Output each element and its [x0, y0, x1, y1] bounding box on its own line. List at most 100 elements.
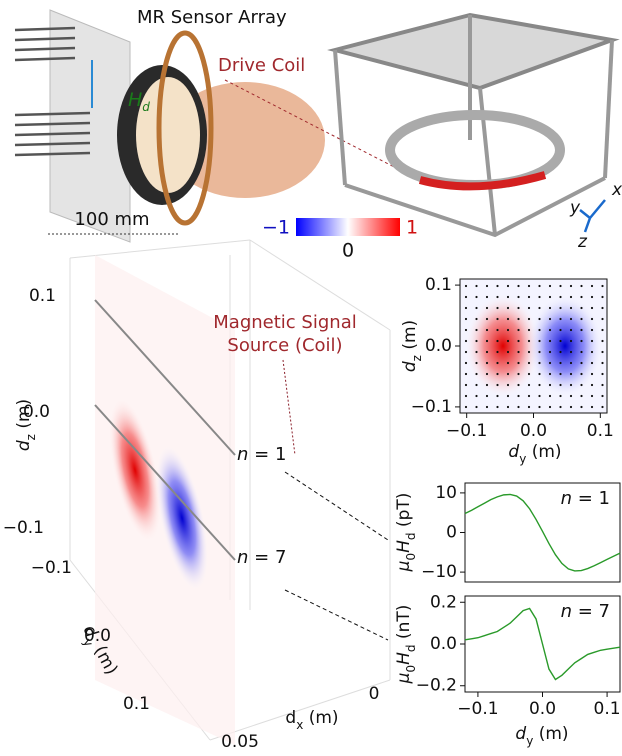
field-dot [549, 285, 551, 287]
field-dot [486, 307, 488, 309]
y-axis-label: dz (m) [400, 320, 424, 372]
y-tick-label: −10 [421, 562, 457, 582]
slice-label: n = 7 [237, 547, 286, 568]
field-dot [549, 351, 551, 353]
field-dot [601, 340, 603, 342]
field-dot [528, 395, 530, 397]
field-dot [580, 362, 582, 364]
x-tick-label: 0.05 [221, 732, 259, 752]
field-dot [570, 351, 572, 353]
field-dot [538, 307, 540, 309]
x-tick-label: 0.1 [587, 421, 614, 441]
field-dot [591, 362, 593, 364]
scale-bar-label: 100 mm [74, 209, 149, 230]
field-dot [538, 362, 540, 364]
field-dot [465, 329, 467, 331]
field-dot [580, 340, 582, 342]
field-dot [528, 406, 530, 408]
colorbar-tick-label: 1 [406, 217, 418, 239]
field-dot [507, 406, 509, 408]
field-dot [507, 373, 509, 375]
y-tick-label: 10 [435, 483, 457, 503]
field-dot [591, 296, 593, 298]
field-dot [486, 296, 488, 298]
field-dot [549, 384, 551, 386]
field-dot [517, 296, 519, 298]
coil-label: Drive Coil [218, 55, 305, 76]
field-dot [559, 296, 561, 298]
field-dot [591, 373, 593, 375]
field-dot [559, 318, 561, 320]
field-dot [601, 373, 603, 375]
colorbar [296, 218, 400, 236]
field-dot [559, 285, 561, 287]
volume-panel: Magnetic Signal Source (Coil) n = 1 n = … [14, 240, 390, 745]
field-dot [475, 362, 477, 364]
field-dot [486, 373, 488, 375]
field-dot [559, 384, 561, 386]
field-dot [496, 373, 498, 375]
y-tick-label: 0.2 [430, 592, 457, 612]
field-dot [549, 362, 551, 364]
axis-x-label: x [611, 180, 622, 200]
field-dot [570, 362, 572, 364]
field-dot [507, 362, 509, 364]
field-dot [591, 395, 593, 397]
field-dot [486, 384, 488, 386]
field-dot [507, 384, 509, 386]
y-tick-label: −0.2 [416, 676, 457, 696]
field-dot [559, 351, 561, 353]
field-dot [496, 285, 498, 287]
field-dot [591, 340, 593, 342]
field-dot [601, 395, 603, 397]
field-dot [570, 329, 572, 331]
field-dot [517, 340, 519, 342]
x-tick-label: 0.1 [594, 699, 621, 719]
field-dot [486, 318, 488, 320]
field-dot [475, 296, 477, 298]
field-dot [496, 296, 498, 298]
field-dot [549, 395, 551, 397]
line-panel: n = 7 μ0Hd (nT) dy (m) [394, 596, 620, 748]
field-dot [549, 307, 551, 309]
annotation: Source (Coil) [227, 335, 342, 356]
field-dot [486, 395, 488, 397]
field-dot [538, 373, 540, 375]
field-dot [507, 296, 509, 298]
field-dot [601, 406, 603, 408]
y-tick-label: 0 [446, 523, 457, 543]
field-dot [465, 285, 467, 287]
field-dot [591, 307, 593, 309]
field-dot [591, 329, 593, 331]
field-dot [475, 329, 477, 331]
field-dot [549, 318, 551, 320]
x-axis-label: dx (m) [285, 708, 338, 732]
y-tick-label: 0.1 [123, 694, 150, 714]
y-tick-label: 0.1 [425, 275, 452, 295]
slice-label: n = 1 [237, 444, 286, 465]
field-dot [517, 362, 519, 364]
field-dot [570, 395, 572, 397]
annotation: Magnetic Signal [213, 312, 356, 333]
field-dot [538, 296, 540, 298]
figure: MR Sensor Array Hd Drive Coil 100 mm x y… [0, 0, 622, 756]
field-dot [496, 362, 498, 364]
field-dot [507, 340, 509, 342]
field-dot [559, 373, 561, 375]
y-tick-label: 0.0 [425, 336, 452, 356]
field-dot [570, 384, 572, 386]
y-tick-label: 0.0 [430, 634, 457, 654]
field-dot [559, 406, 561, 408]
field-dot [528, 285, 530, 287]
field-dot [570, 285, 572, 287]
inset-label: n = 1 [561, 488, 610, 509]
field-dot [570, 307, 572, 309]
field-dot [507, 351, 509, 353]
field-dot [601, 351, 603, 353]
field-dot [601, 307, 603, 309]
field-dot [570, 296, 572, 298]
field-dot [517, 318, 519, 320]
inset-label: n = 7 [561, 601, 610, 622]
field-dot [528, 296, 530, 298]
field-dot [507, 285, 509, 287]
